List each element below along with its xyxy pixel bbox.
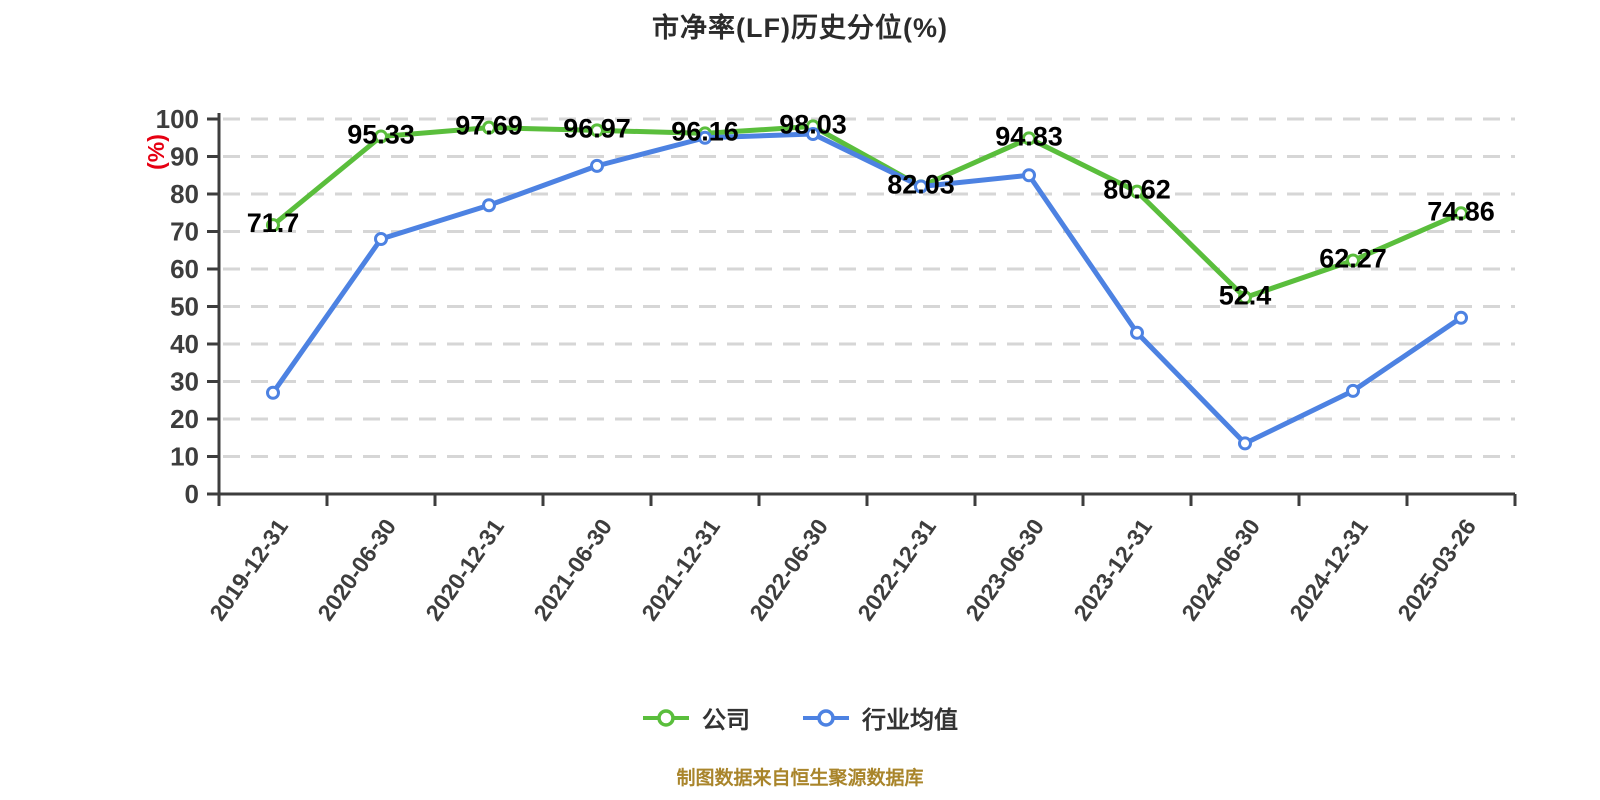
- data-point: [806, 127, 820, 141]
- industry-series-marker-icon: [803, 708, 849, 727]
- x-tick-label: 2022-06-30: [744, 514, 833, 625]
- data-point: [914, 179, 928, 194]
- point-value-label: 82.03: [887, 169, 955, 199]
- point-value-label: 71.7: [247, 208, 300, 238]
- y-axis-unit: (%): [143, 134, 169, 170]
- data-point: [1454, 310, 1468, 325]
- data-point: [1238, 436, 1252, 451]
- x-tick-label: 2020-06-30: [312, 514, 401, 625]
- data-point: [374, 129, 388, 144]
- y-tick-label: 0: [185, 479, 199, 509]
- y-tick-label: 30: [170, 367, 199, 397]
- data-point: [482, 120, 496, 135]
- legend-label-industry-average: 行业均值: [862, 707, 958, 734]
- point-value-label: 74.86: [1427, 196, 1495, 226]
- data-point: [1238, 290, 1252, 305]
- y-tick-label: 70: [170, 217, 199, 247]
- point-value-label: 62.27: [1319, 243, 1387, 273]
- data-point: [1454, 206, 1468, 221]
- legend-label-company: 公司: [702, 707, 750, 734]
- y-tick-label: 80: [170, 179, 199, 209]
- x-tick-label: 2020-12-31: [420, 514, 509, 625]
- x-tick-label: 2023-06-30: [960, 514, 1049, 625]
- x-tick-label: 2024-06-30: [1176, 514, 1265, 625]
- data-point: [1130, 325, 1144, 340]
- legend: 公司 行业均值: [0, 700, 1600, 735]
- point-value-label: 94.83: [995, 121, 1063, 151]
- data-point: [698, 130, 712, 145]
- point-value-label: 97.69: [455, 111, 523, 141]
- y-tick-label: 100: [156, 104, 199, 134]
- point-value-label: 52.4: [1219, 281, 1272, 311]
- data-source-note: 制图数据来自恒生聚源数据库: [676, 768, 924, 789]
- data-point: [1346, 383, 1360, 398]
- series-line-0: [270, 123, 1464, 300]
- y-tick-label: 90: [170, 142, 199, 172]
- chart-title: 市净率(LF)历史分位(%): [652, 13, 948, 43]
- data-point: [590, 158, 604, 173]
- y-tick-label: 50: [170, 292, 199, 322]
- point-value-label: 96.16: [671, 116, 739, 146]
- x-tick-label: 2025-03-26: [1392, 514, 1481, 625]
- x-tick-label: 2023-12-31: [1068, 514, 1157, 625]
- data-point: [1130, 184, 1144, 199]
- data-point: [266, 218, 280, 233]
- data-point: [374, 232, 388, 246]
- data-point: [482, 198, 496, 213]
- data-point: [1022, 131, 1036, 146]
- company-series-marker-icon: [643, 708, 689, 727]
- data-point: [1022, 168, 1036, 183]
- point-value-label: 96.97: [563, 113, 631, 143]
- point-value-label: 95.33: [347, 120, 415, 150]
- point-value-label: 80.62: [1103, 175, 1171, 205]
- y-tick-label: 10: [170, 442, 199, 472]
- y-tick-label: 20: [170, 404, 199, 434]
- x-tick-label: 2024-12-31: [1284, 514, 1373, 625]
- legend-item-company[interactable]: 公司: [642, 700, 750, 735]
- data-point: [1346, 253, 1360, 268]
- y-tick-label: 60: [170, 254, 199, 284]
- x-tick-label: 2019-12-31: [204, 514, 293, 625]
- y-tick-label: 40: [170, 329, 199, 359]
- data-point: [590, 123, 604, 138]
- x-tick-label: 2021-06-30: [528, 514, 617, 625]
- legend-item-industry-average[interactable]: 行业均值: [802, 700, 958, 735]
- data-point: [266, 385, 280, 400]
- series-line-1: [270, 131, 1464, 446]
- x-tick-label: 2021-12-31: [636, 514, 725, 625]
- x-tick-label: 2022-12-31: [852, 514, 941, 625]
- point-value-label: 98.03: [779, 109, 847, 139]
